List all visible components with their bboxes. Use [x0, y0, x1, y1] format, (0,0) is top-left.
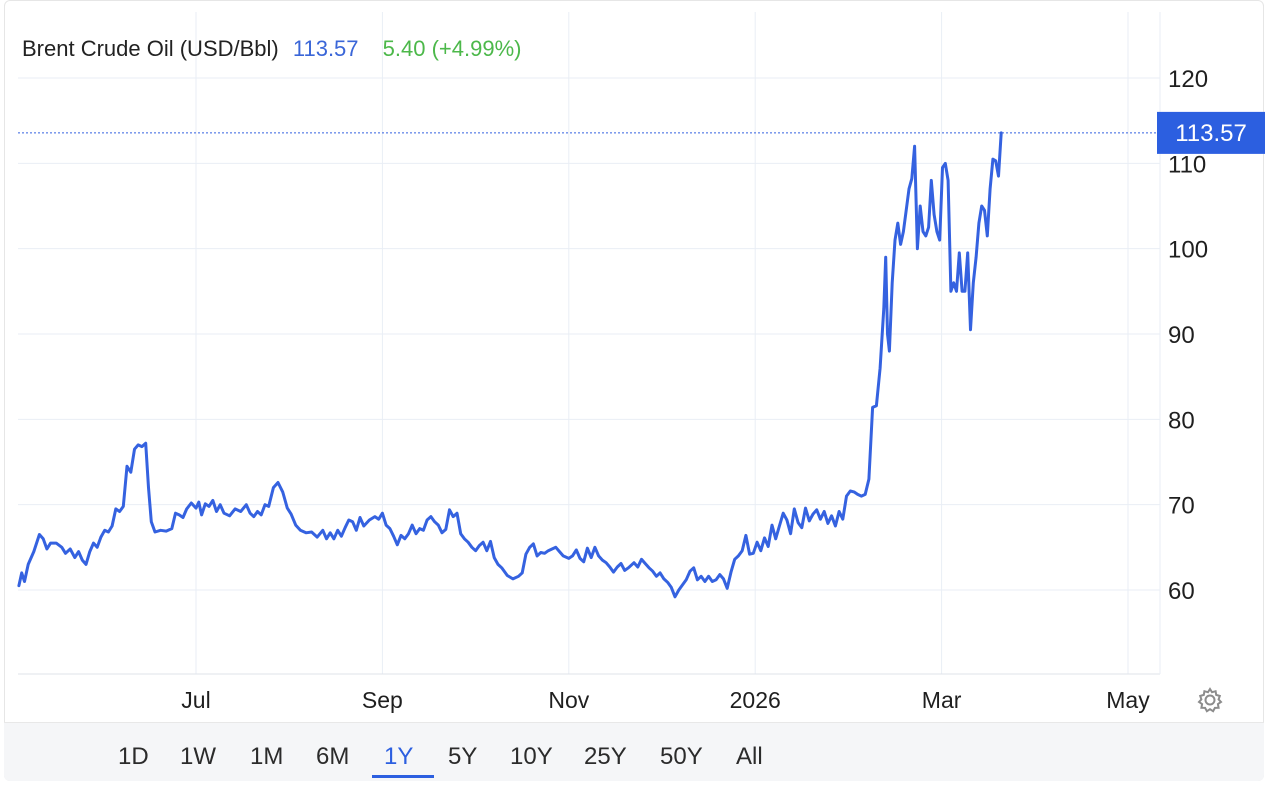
x-axis: Jul Sep Nov 2026 Mar May [181, 687, 1150, 713]
current-price: 113.57 [293, 36, 359, 61]
range-button-1y[interactable]: 1Y [384, 743, 414, 770]
x-tick-label: Nov [548, 687, 589, 713]
price-badge-label: 113.57 [1175, 120, 1247, 147]
price-chart: Jul Sep Nov 2026 Mar May 60 70 80 90 100 110 120 11… [17, 12, 1265, 713]
y-tick-label: 60 [1168, 578, 1195, 605]
x-tick-label: May [1106, 687, 1150, 713]
x-tick-label: Mar [922, 687, 962, 713]
range-button-1w[interactable]: 1W [180, 743, 216, 770]
range-button-5y[interactable]: 5Y [448, 743, 478, 770]
range-button-50y[interactable]: 50Y [660, 743, 703, 770]
x-tick-label: Jul [181, 687, 210, 713]
range-button-25y[interactable]: 25Y [584, 743, 627, 770]
price-badge: 113.57 [1157, 111, 1265, 154]
y-tick-label: 100 [1168, 237, 1208, 264]
x-tick-label: Sep [362, 687, 403, 713]
chart-panel [4, 0, 1264, 781]
price-change: 5.40 (+4.99%) [383, 36, 522, 61]
grid-lines [18, 12, 1161, 675]
instrument-name: Brent Crude Oil (USD/Bbl) [22, 36, 279, 61]
chart-header: Brent Crude Oil (USD/Bbl) 113.57 5.40 (+… [22, 36, 521, 61]
y-tick-label: 90 [1168, 322, 1195, 349]
y-tick-label: 70 [1168, 493, 1195, 520]
y-axis: 60 70 80 90 100 110 120 [1168, 66, 1208, 605]
range-button-6m[interactable]: 6M [316, 743, 350, 770]
active-range-indicator [372, 775, 434, 778]
range-button-all[interactable]: All [736, 743, 763, 770]
y-tick-label: 120 [1168, 66, 1208, 93]
x-tick-label: 2026 [730, 687, 781, 713]
y-tick-label: 110 [1168, 151, 1206, 178]
range-button-10y[interactable]: 10Y [510, 743, 553, 770]
series-line-brent[interactable] [17, 131, 1003, 599]
y-tick-label: 80 [1168, 407, 1195, 434]
range-button-1m[interactable]: 1M [250, 743, 284, 770]
range-button-1d[interactable]: 1D [118, 743, 149, 770]
range-selector: 1D 1W 1M 6M 1Y 5Y 10Y 25Y 50Y All [4, 722, 1264, 781]
gear-icon[interactable] [1196, 686, 1224, 714]
